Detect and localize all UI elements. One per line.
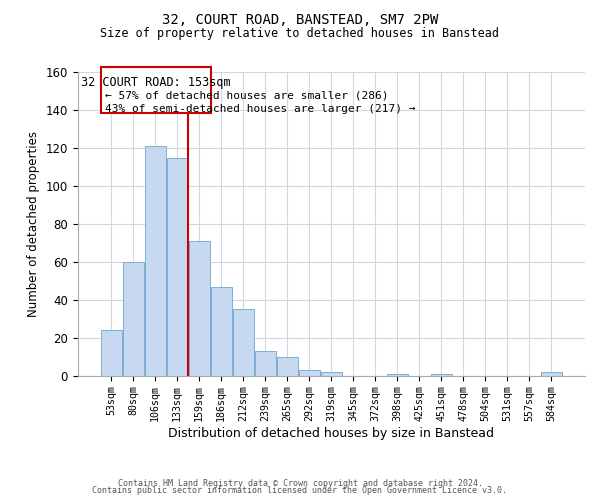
Text: 32 COURT ROAD: 153sqm: 32 COURT ROAD: 153sqm: [82, 76, 231, 89]
Text: 43% of semi-detached houses are larger (217) →: 43% of semi-detached houses are larger (…: [104, 104, 415, 115]
Text: Contains HM Land Registry data © Crown copyright and database right 2024.: Contains HM Land Registry data © Crown c…: [118, 478, 482, 488]
Bar: [387, 374, 408, 376]
Bar: [431, 374, 452, 376]
Bar: [145, 146, 166, 376]
Bar: [255, 351, 276, 376]
Text: Size of property relative to detached houses in Banstead: Size of property relative to detached ho…: [101, 28, 499, 40]
Bar: [299, 370, 320, 376]
Bar: [541, 372, 562, 376]
Bar: [211, 286, 232, 376]
Bar: [101, 330, 122, 376]
Bar: [167, 158, 188, 376]
Bar: [123, 262, 143, 376]
Bar: [233, 310, 254, 376]
X-axis label: Distribution of detached houses by size in Banstead: Distribution of detached houses by size …: [169, 427, 494, 440]
Text: ← 57% of detached houses are smaller (286): ← 57% of detached houses are smaller (28…: [104, 90, 388, 100]
Text: Contains public sector information licensed under the Open Government Licence v3: Contains public sector information licen…: [92, 486, 508, 495]
Bar: [189, 241, 209, 376]
Bar: [277, 357, 298, 376]
Bar: [321, 372, 342, 376]
Y-axis label: Number of detached properties: Number of detached properties: [27, 131, 40, 317]
Text: 32, COURT ROAD, BANSTEAD, SM7 2PW: 32, COURT ROAD, BANSTEAD, SM7 2PW: [162, 12, 438, 26]
FancyBboxPatch shape: [101, 66, 211, 113]
